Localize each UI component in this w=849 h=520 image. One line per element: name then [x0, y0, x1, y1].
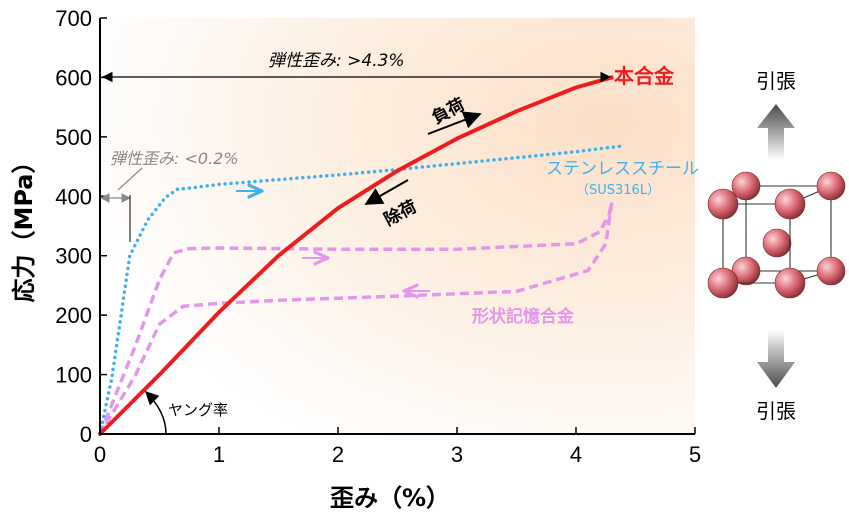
x-tick-label: 3 — [451, 442, 463, 467]
series-sublabel-steel: （SUS316L） — [576, 183, 660, 198]
atom — [762, 228, 792, 258]
x-axis-title: 歪み（%） — [330, 484, 450, 512]
atom — [707, 267, 739, 299]
series-line-sma — [98, 200, 614, 435]
plot-background — [100, 18, 695, 434]
y-tick-label: 400 — [55, 184, 92, 209]
x-tick-label: 5 — [689, 442, 701, 467]
y-tick-label: 0 — [80, 422, 92, 447]
tension-label-top: 引張 — [756, 69, 796, 93]
x-tick-label: 1 — [213, 442, 225, 467]
elastic-strain-steel-leader — [117, 167, 143, 191]
youngs-modulus-arc — [145, 391, 167, 435]
atom — [707, 188, 739, 220]
series-label-steel: ステンレススチール — [546, 159, 699, 179]
y-axis-title: 応力（MPa） — [10, 149, 38, 302]
y-tick-label: 100 — [55, 363, 92, 388]
series-line-steel — [98, 144, 626, 436]
loading-arrow — [427, 111, 482, 135]
atom — [731, 171, 761, 201]
y-tick-labels: 0 100 200 300 400 500 600 700 — [55, 6, 92, 447]
unloading-arrow — [364, 179, 409, 205]
atom — [774, 267, 806, 299]
y-tick-label: 700 — [55, 6, 92, 31]
youngs-modulus-label: ヤング率 — [168, 401, 228, 419]
elastic-strain-steel-label: 弾性歪み: <0.2% — [110, 149, 239, 168]
crystal-illustration: 引張 引張 — [707, 69, 846, 423]
atom — [774, 188, 806, 220]
tension-up-arrow — [757, 104, 795, 160]
x-tick-label: 0 — [94, 442, 106, 467]
x-tick-label: 4 — [570, 442, 582, 467]
elastic-strain-alloy-label: 弾性歪み: >4.3% — [268, 51, 405, 71]
atom — [816, 171, 846, 201]
series-label-alloy: 本合金 — [614, 64, 675, 88]
y-tick-label: 600 — [55, 65, 92, 90]
y-tick-label: 500 — [55, 125, 92, 150]
y-tick-label: 200 — [55, 303, 92, 328]
tension-label-bottom: 引張 — [756, 399, 796, 423]
x-tick-labels: 0 1 2 3 4 5 — [94, 442, 701, 467]
x-tick-label: 2 — [332, 442, 344, 467]
series-label-sma: 形状記憶合金 — [472, 306, 575, 327]
atom — [816, 256, 846, 286]
y-tick-label: 300 — [55, 244, 92, 269]
bcc-unit-cell — [707, 171, 846, 299]
tension-down-arrow — [757, 330, 795, 388]
